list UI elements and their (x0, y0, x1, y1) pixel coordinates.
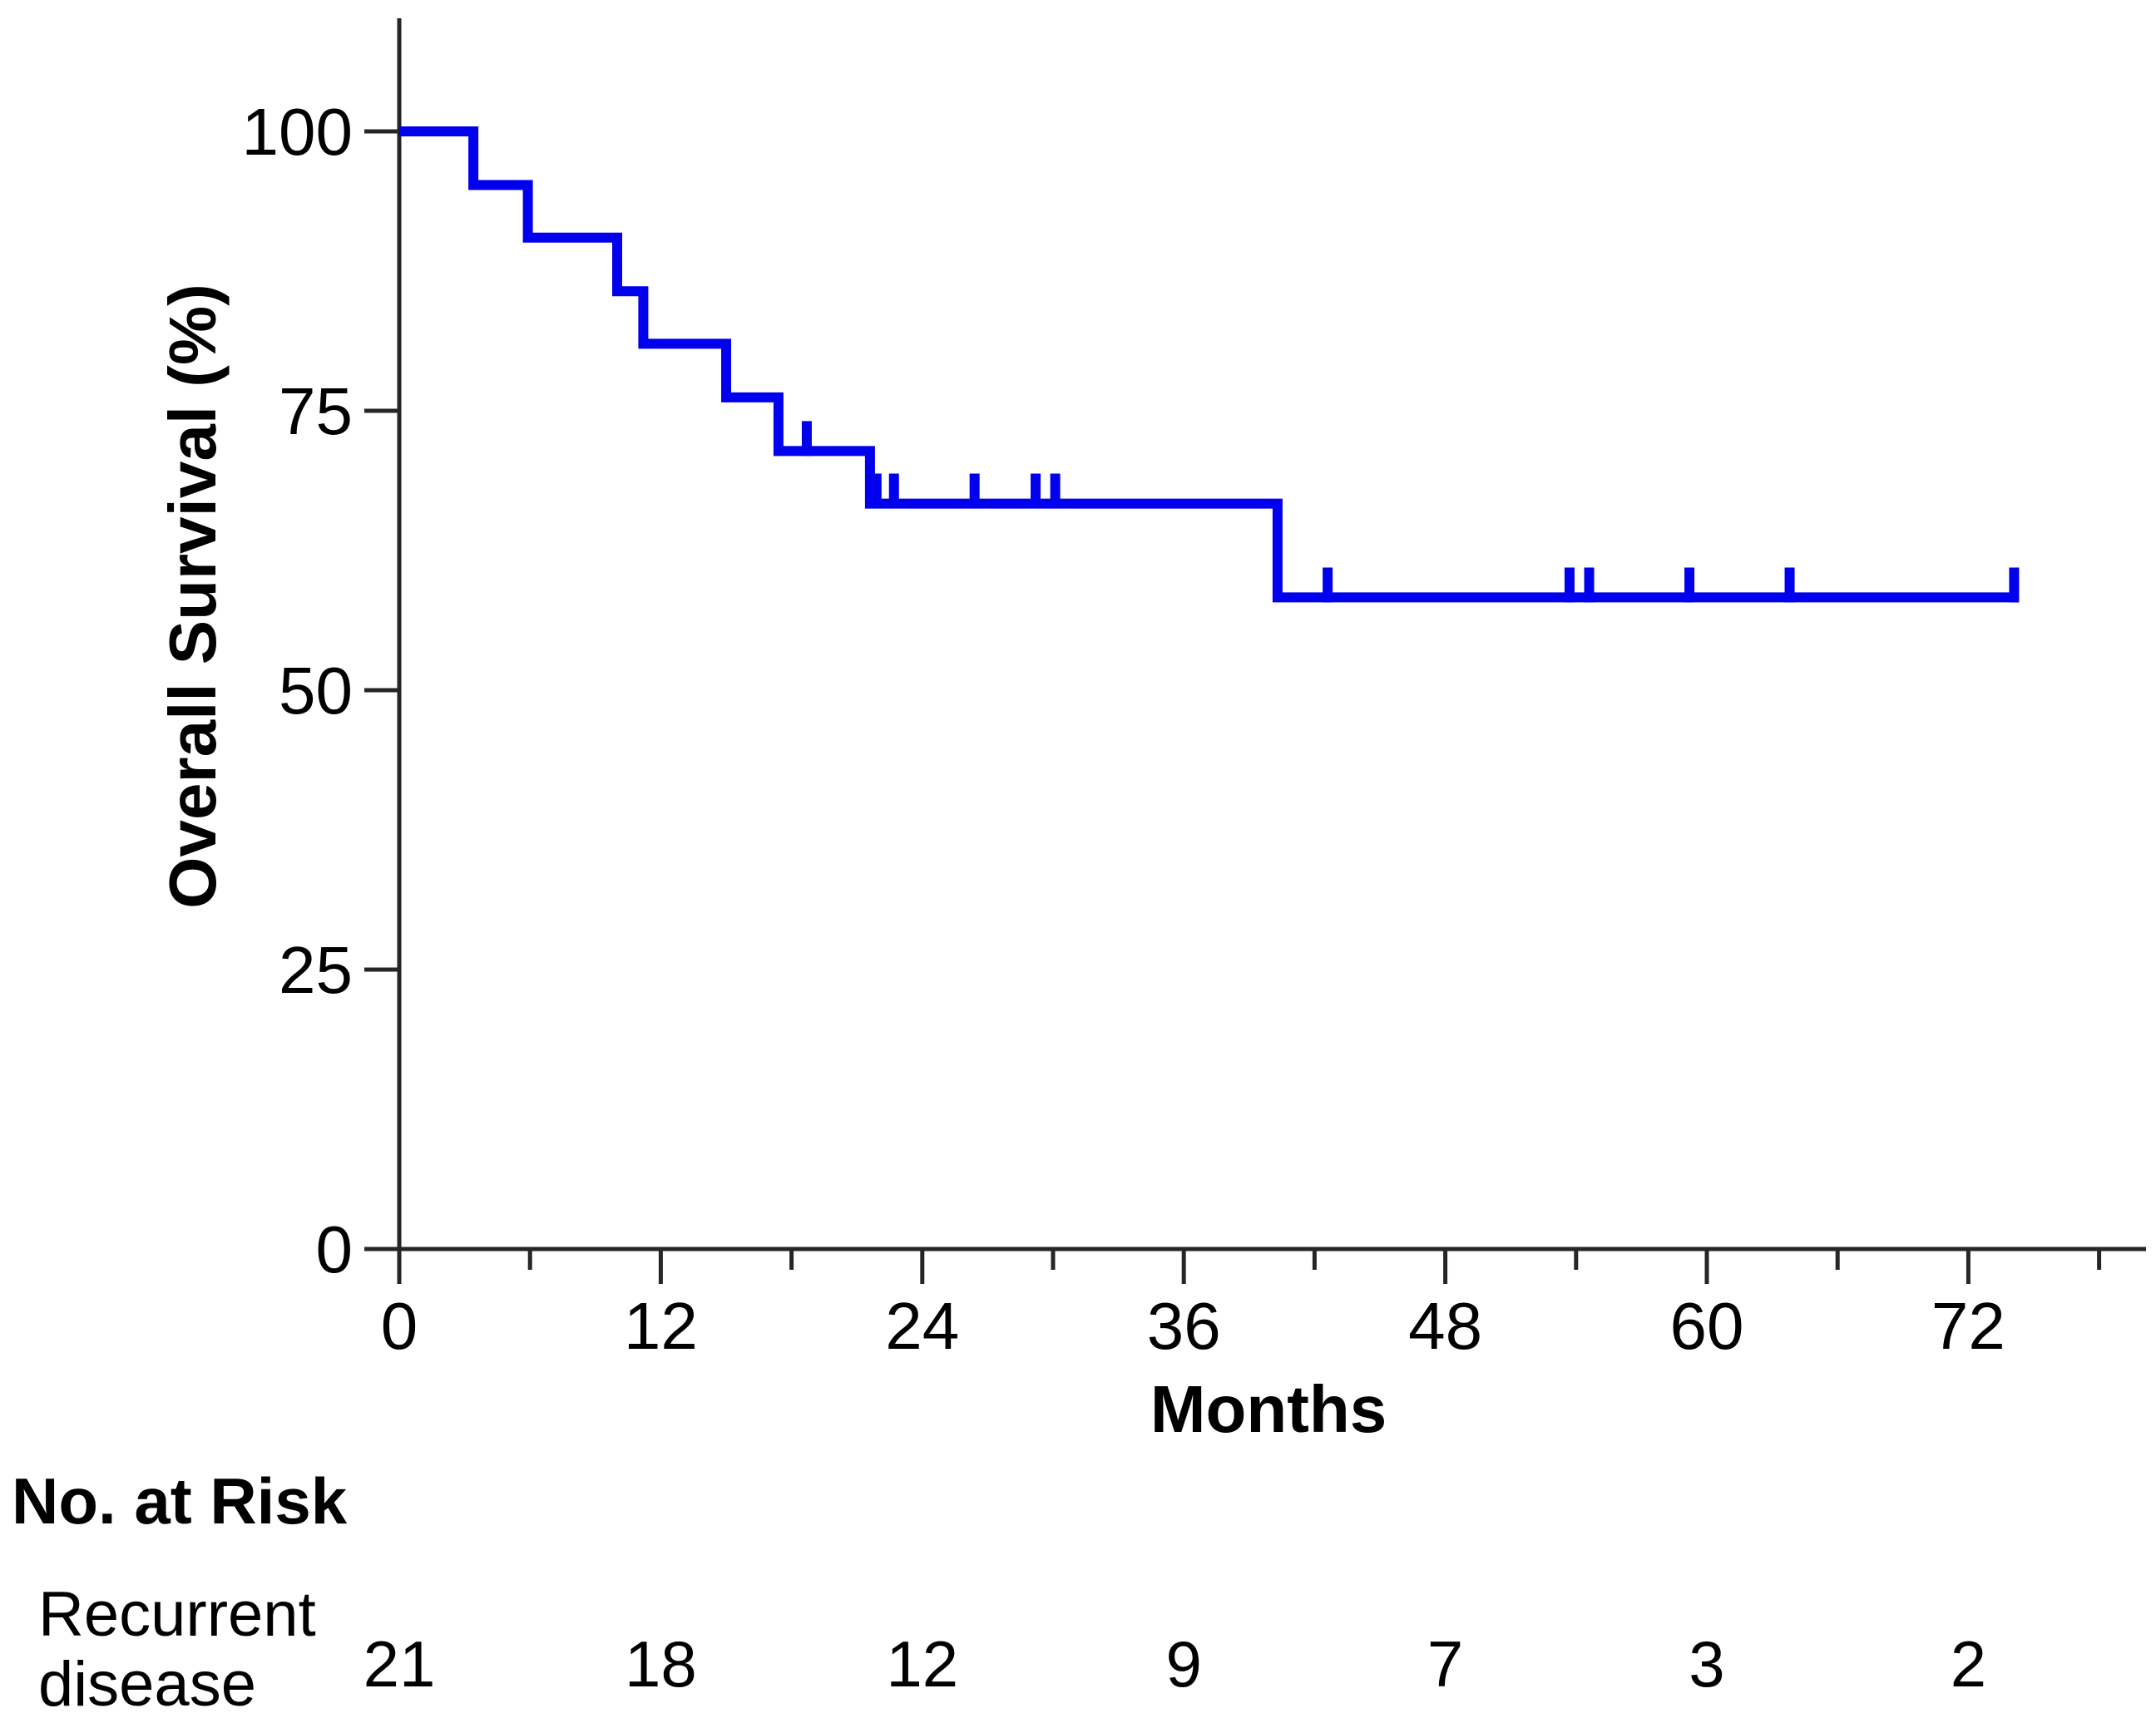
at-risk-value: 2 (1951, 1627, 1986, 1701)
at-risk-value: 21 (363, 1627, 436, 1701)
at-risk-value: 9 (1166, 1627, 1202, 1701)
x-axis-title: Months (1150, 1372, 1387, 1446)
y-tick-label: 25 (279, 933, 353, 1007)
y-tick-label: 75 (279, 374, 353, 448)
at-risk-row-label: Recurrent disease (38, 1579, 316, 1720)
y-tick-label: 100 (242, 95, 353, 169)
x-tick-label: 72 (1931, 1289, 2005, 1363)
y-axis-title: Overall Survival (%) (156, 284, 230, 909)
at-risk-value: 12 (886, 1627, 958, 1701)
y-tick-label: 0 (316, 1212, 354, 1286)
x-tick-label: 12 (624, 1289, 698, 1363)
x-tick-label: 36 (1147, 1289, 1221, 1363)
x-tick-label: 0 (381, 1289, 418, 1363)
at-risk-value: 18 (625, 1627, 697, 1701)
at-risk-value: 7 (1427, 1627, 1463, 1701)
x-tick-label: 48 (1408, 1289, 1482, 1363)
survival-curve (399, 126, 2015, 603)
x-tick-label: 60 (1670, 1289, 1744, 1363)
x-tick-label: 24 (885, 1289, 959, 1363)
at-risk-heading: No. at Risk (12, 1464, 348, 1538)
at-risk-value: 3 (1689, 1627, 1724, 1701)
y-tick-label: 50 (279, 654, 353, 728)
